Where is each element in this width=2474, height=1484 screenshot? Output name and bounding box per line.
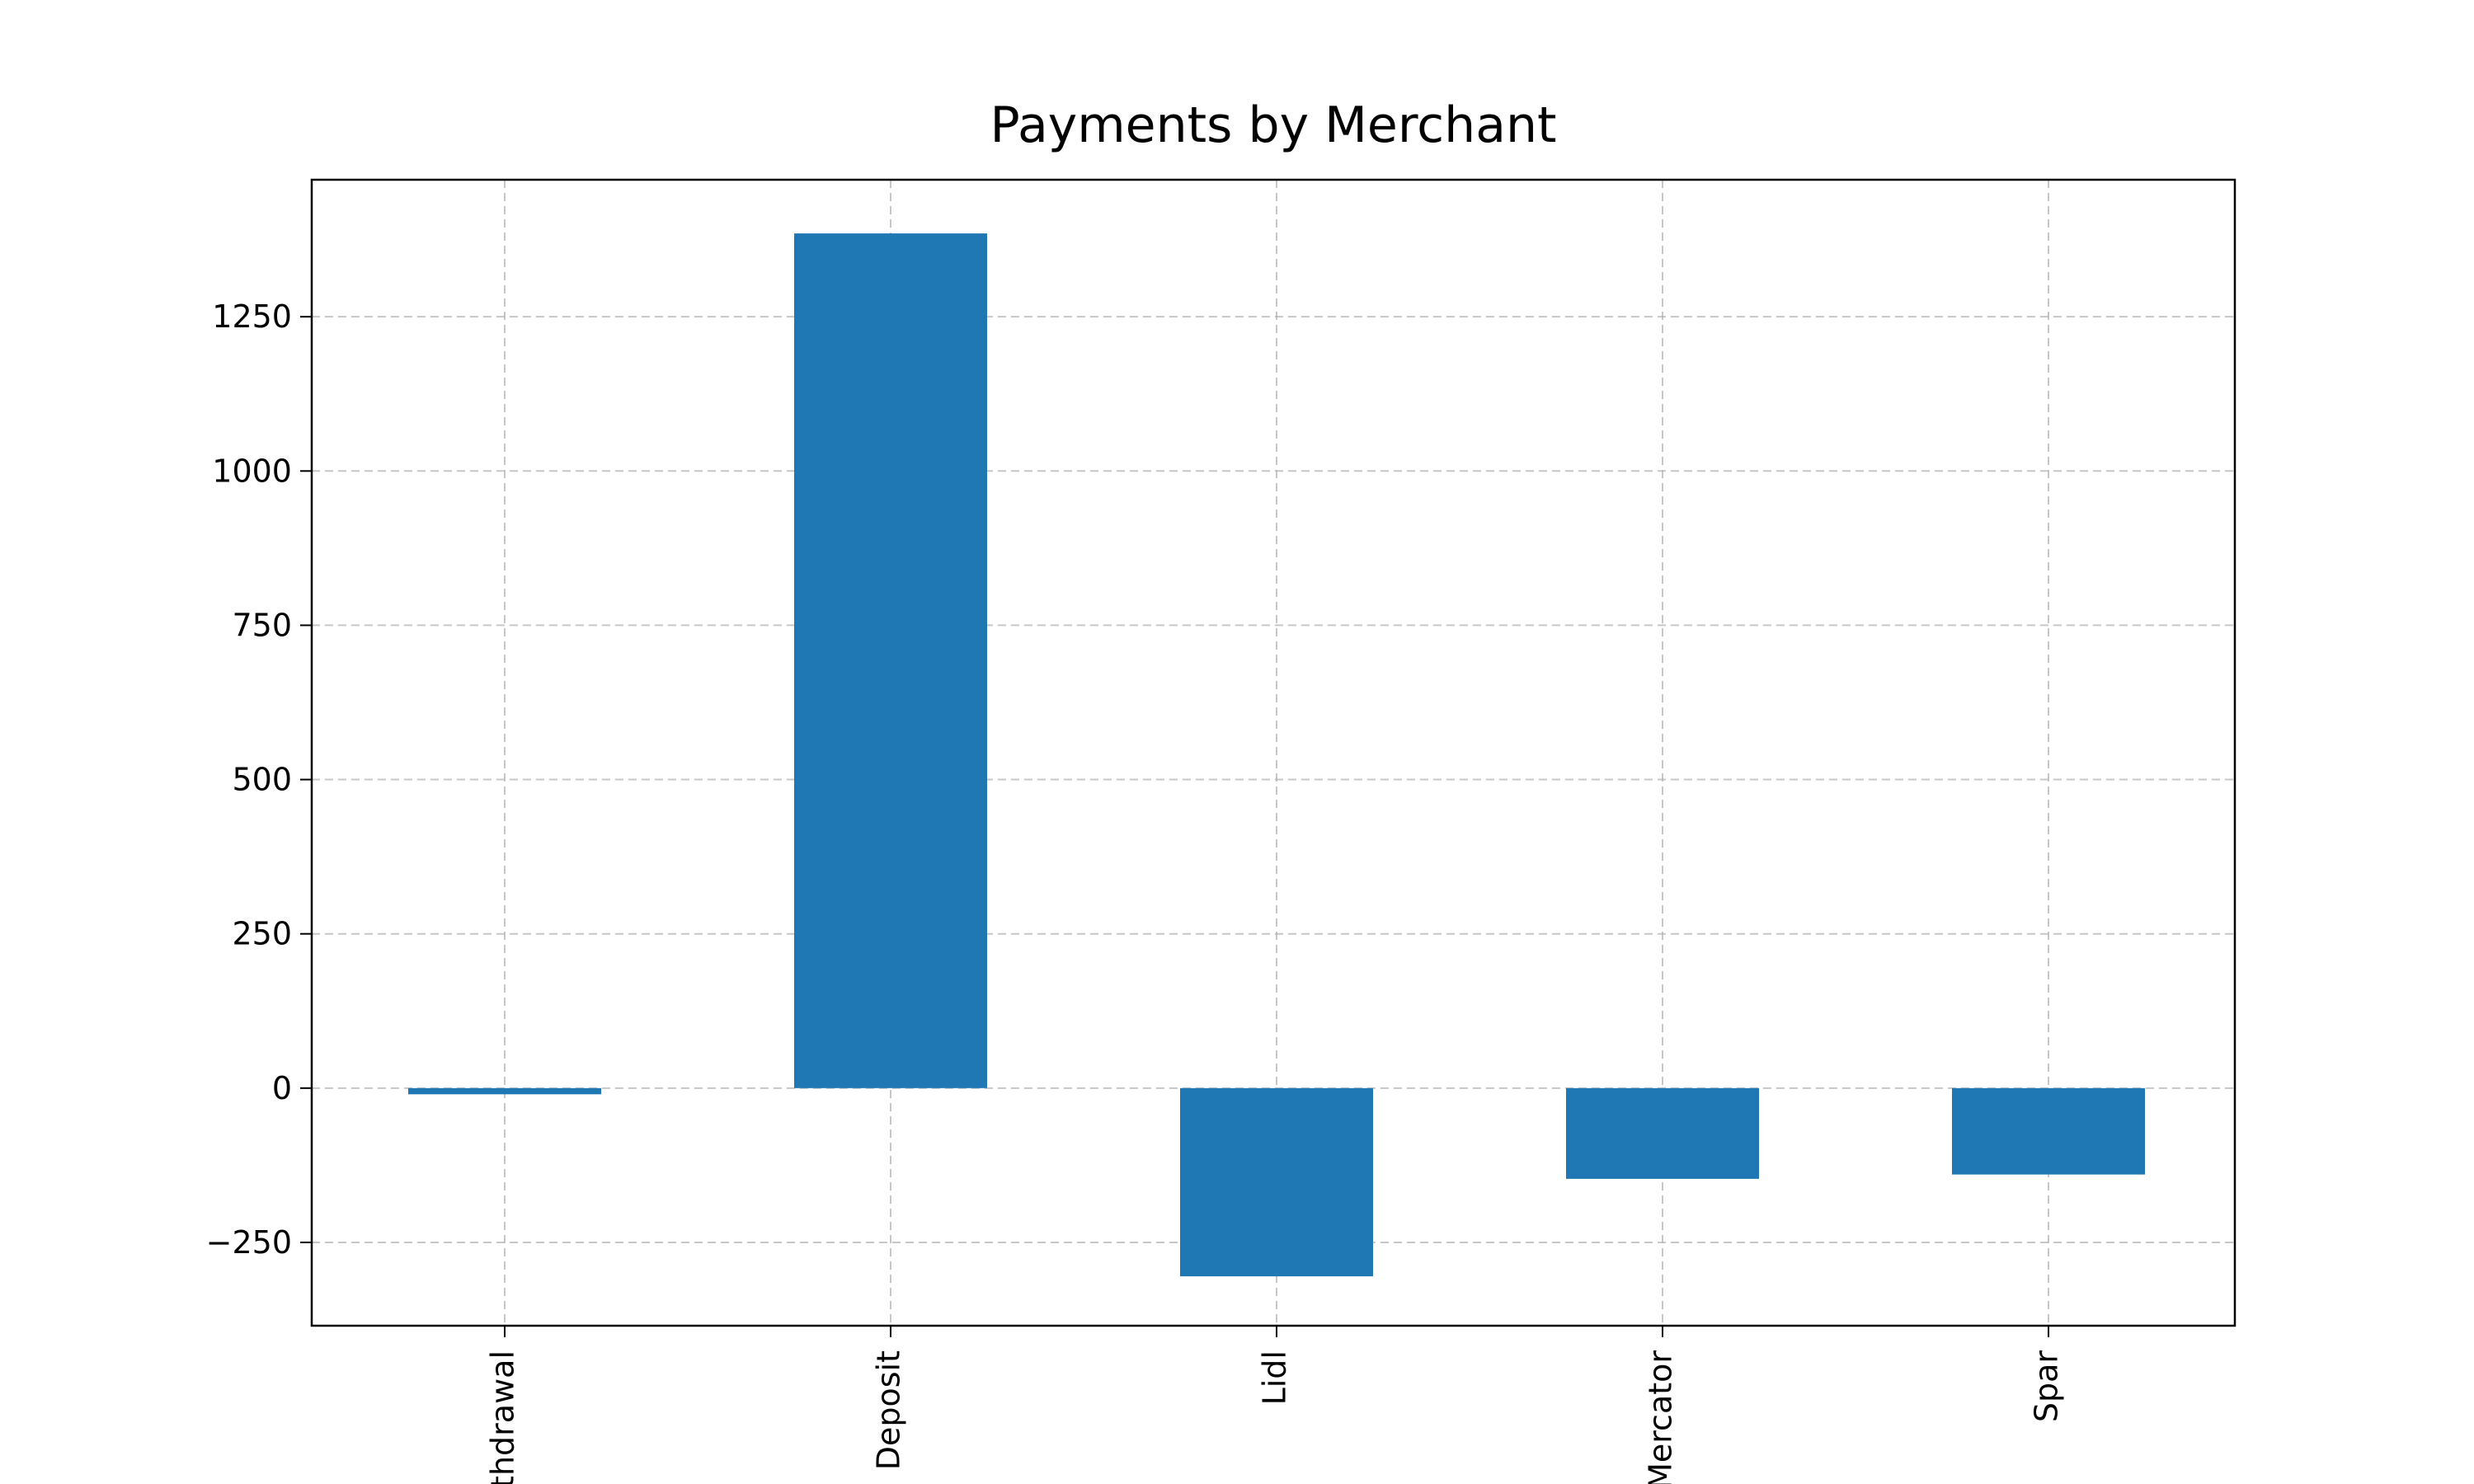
grid-lines [312, 180, 2235, 1326]
bars [408, 233, 2145, 1277]
x-axis: Withdrawal Deposit Lidl Mercator Spar [485, 1326, 2065, 1484]
x-tick-label: Deposit [871, 1350, 907, 1470]
y-tick-label: 1000 [212, 453, 292, 489]
bar-spar [1952, 1087, 2145, 1175]
y-tick-label: 750 [232, 607, 292, 643]
bar-deposit [794, 233, 987, 1088]
bar-withdrawal [408, 1087, 601, 1095]
y-tick-label: 250 [232, 916, 292, 952]
y-tick-label: 1250 [212, 298, 292, 335]
x-tick-label: Lidl [1257, 1350, 1293, 1405]
y-tick-label: 500 [232, 762, 292, 798]
x-tick-label: Spar [2029, 1350, 2065, 1423]
y-tick-label: 0 [272, 1070, 292, 1106]
y-axis: −250 0 250 500 750 1000 1250 [206, 298, 312, 1261]
x-tick-label: Mercator [1643, 1350, 1679, 1484]
plot-area-frame [310, 178, 2236, 1327]
bar-lidl [1180, 1087, 1373, 1277]
y-tick-label: −250 [206, 1224, 292, 1261]
x-tick-label: Withdrawal [485, 1350, 521, 1484]
bar-mercator [1566, 1087, 1759, 1179]
chart-title: Payments by Merchant [990, 96, 1556, 154]
